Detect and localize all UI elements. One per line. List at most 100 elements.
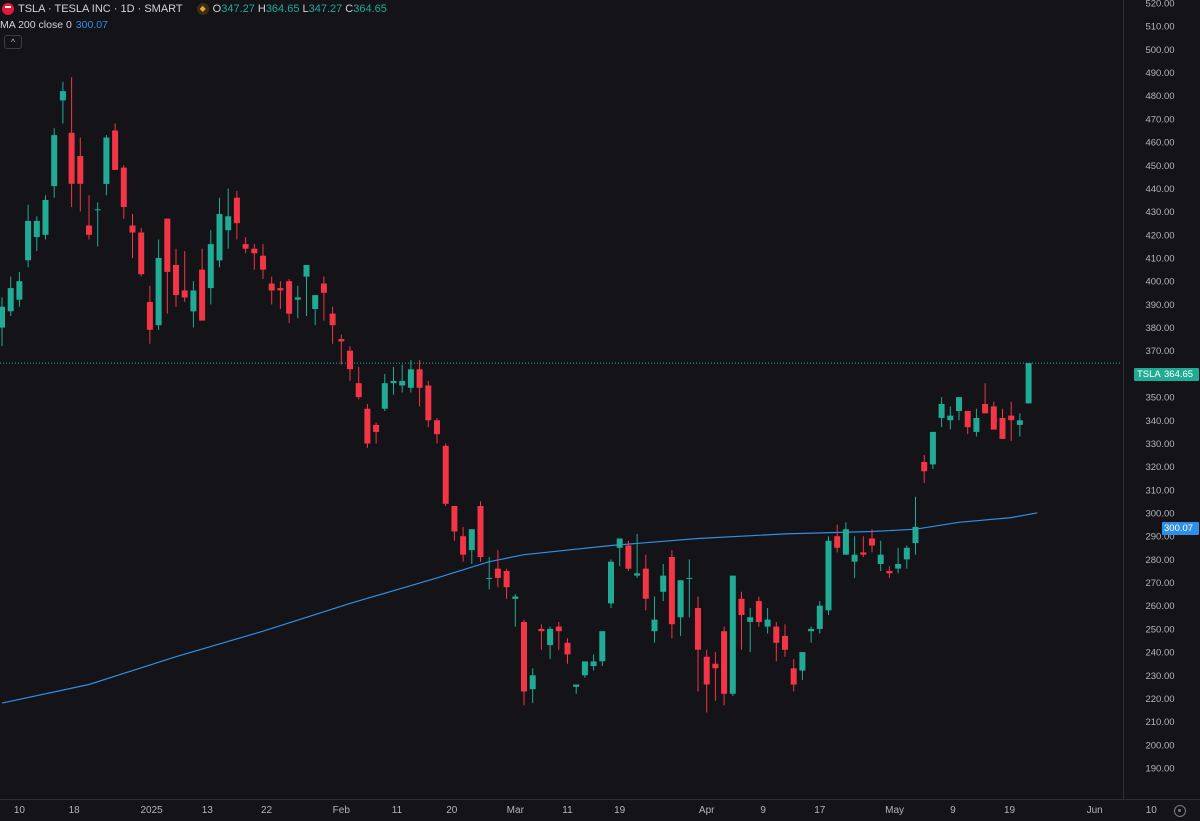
candle-body: [486, 577, 493, 579]
y-tick-label: 290.00: [1145, 532, 1174, 543]
candle: [695, 596, 701, 692]
candle: [869, 529, 875, 553]
candle: [581, 661, 588, 678]
candle: [216, 197, 223, 268]
candle: [634, 533, 641, 578]
y-tick-label: 490.00: [1145, 68, 1174, 79]
candle: [381, 373, 388, 411]
candle-body: [155, 258, 162, 326]
y-tick-label: 420.00: [1145, 230, 1174, 241]
y-tick-label: 440.00: [1145, 184, 1174, 195]
candle: [1016, 413, 1023, 437]
candle: [425, 380, 432, 428]
candle: [320, 276, 327, 321]
candle-body: [608, 561, 614, 604]
candle: [251, 244, 258, 270]
candle-body: [303, 265, 310, 277]
candle: [486, 557, 493, 590]
candle: [703, 649, 710, 713]
candle: [616, 538, 623, 567]
candle: [42, 195, 49, 240]
ma200-line: [1, 512, 1038, 704]
candle: [442, 443, 449, 506]
x-tick-label: 17: [814, 805, 826, 816]
candle: [390, 367, 397, 395]
high-label: H: [257, 3, 266, 15]
candle: [33, 216, 40, 251]
exchange-flag-icon[interactable]: ◆: [196, 3, 209, 15]
open-value: 347.27: [221, 3, 255, 15]
x-tick-label: 11: [562, 805, 573, 816]
candle: [86, 195, 92, 240]
candle-body: [703, 656, 710, 685]
candle: [399, 364, 406, 393]
candle-body: [921, 462, 928, 472]
candle: [120, 165, 127, 219]
candle-body: [929, 431, 936, 465]
candle-body: [173, 265, 179, 296]
candle-body: [7, 288, 14, 312]
candle: [68, 77, 75, 207]
candle-body: [129, 225, 136, 233]
candle: [146, 285, 153, 344]
candle: [547, 626, 554, 659]
y-tick-label: 320.00: [1145, 462, 1174, 473]
open-label: O: [212, 3, 222, 15]
candle: [860, 536, 867, 557]
candle-body: [712, 663, 719, 669]
candle: [277, 281, 284, 309]
candle-body: [877, 554, 884, 564]
candle: [468, 529, 475, 564]
candle: [329, 306, 336, 344]
candle: [599, 631, 606, 666]
x-tick-label: 22: [261, 805, 273, 816]
candle: [494, 550, 501, 588]
candle: [573, 684, 580, 694]
chart-header: TSLA · TESLA INC · 1D · SMART ◆ O 347.27…: [0, 0, 390, 18]
candle-body: [138, 232, 145, 275]
candle: [799, 652, 806, 680]
candle-body: [42, 200, 49, 235]
candle-body: [347, 350, 353, 370]
y-tick-label: 210.00: [1145, 717, 1174, 728]
candle-body: [86, 225, 92, 235]
candle: [755, 596, 762, 627]
candle-body: [695, 608, 701, 650]
candle: [51, 128, 58, 198]
candle: [225, 188, 232, 249]
candle-body: [1016, 420, 1023, 425]
candle-body: [164, 218, 171, 272]
candle-body: [651, 619, 658, 632]
y-tick-label: 220.00: [1145, 694, 1174, 705]
candle: [181, 251, 188, 302]
candle: [460, 526, 467, 562]
gear-icon[interactable]: [1174, 805, 1186, 817]
candle: [112, 123, 119, 170]
candle: [651, 596, 658, 643]
candle-body: [764, 619, 771, 627]
candle-body: [390, 380, 397, 384]
candle: [912, 496, 919, 555]
candle: [729, 575, 736, 697]
candle: [956, 397, 962, 421]
candle-body: [25, 220, 32, 261]
candle: [303, 265, 310, 316]
candle-body: [320, 283, 327, 293]
candle-body: [590, 661, 597, 666]
candle: [929, 431, 936, 469]
candle: [816, 601, 823, 634]
y-tick-label: 310.00: [1145, 485, 1174, 496]
candle: [712, 652, 719, 701]
symbol-title[interactable]: TSLA · TESLA INC · 1D · SMART: [18, 3, 183, 15]
x-tick-label: 9: [760, 805, 766, 816]
candle-body: [903, 547, 910, 560]
ma-legend[interactable]: MA 200 close 0 300.07: [0, 19, 108, 31]
chevron-up-icon[interactable]: ^: [4, 35, 22, 49]
y-tick-label: 330.00: [1145, 439, 1174, 450]
candle: [625, 540, 632, 571]
candle: [851, 536, 858, 578]
y-tick-label: 260.00: [1145, 601, 1174, 612]
candle: [660, 564, 667, 602]
